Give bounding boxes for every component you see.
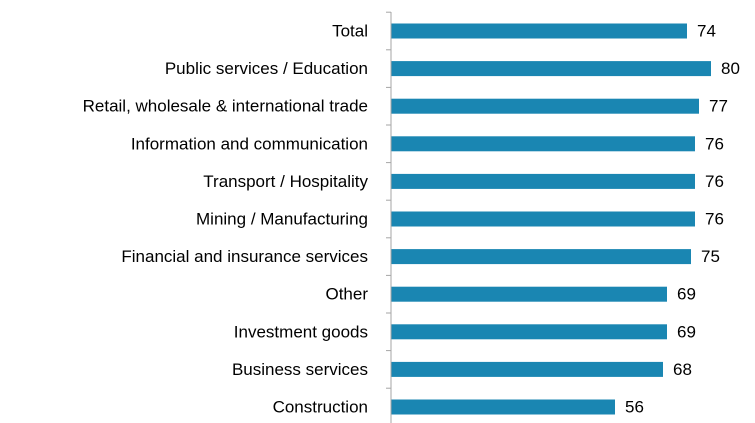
category-axis <box>386 11 392 423</box>
value-labels: 74 80 77 76 76 76 75 69 69 68 56 <box>625 22 740 417</box>
value-label-retail-wholesale-and-international-trade: 77 <box>709 97 728 116</box>
value-label-business-services: 68 <box>673 360 692 379</box>
bar-investment-goods <box>391 324 667 340</box>
bar-construction <box>391 399 615 415</box>
category-label-information-and-communication: Information and communication <box>131 134 368 153</box>
value-label-financial-and-insurance-services: 75 <box>701 247 720 266</box>
bar-transport-hospitality <box>391 173 695 189</box>
category-label-transport-hospitality: Transport / Hospitality <box>203 172 368 191</box>
category-labels: Total Public services / Education Retail, … <box>83 22 369 417</box>
bar-other <box>391 286 667 302</box>
category-label-total: Total <box>332 22 368 41</box>
category-label-business-services: Business services <box>232 360 368 379</box>
bars-group <box>391 23 711 415</box>
bar-information-and-communication <box>391 136 695 152</box>
category-label-investment-goods: Investment goods <box>234 322 368 341</box>
value-label-other: 69 <box>677 285 696 304</box>
bar-total <box>391 23 687 39</box>
category-label-other: Other <box>325 285 368 304</box>
bar-public-services-education <box>391 61 711 77</box>
category-label-public-services-education: Public services / Education <box>165 59 368 78</box>
value-label-public-services-education: 80 <box>721 59 740 78</box>
bar-mining-manufacturing <box>391 211 695 227</box>
value-label-transport-hospitality: 76 <box>705 172 724 191</box>
category-label-financial-and-insurance-services: Financial and insurance services <box>121 247 368 266</box>
value-label-mining-manufacturing: 76 <box>705 210 724 229</box>
bar-financial-and-insurance-services <box>391 249 691 265</box>
category-label-construction: Construction <box>273 398 368 417</box>
bar-business-services <box>391 361 663 377</box>
value-label-investment-goods: 69 <box>677 322 696 341</box>
bar-retail-wholesale-and-international-trade <box>391 98 699 114</box>
value-label-information-and-communication: 76 <box>705 134 724 153</box>
category-label-retail-wholesale-and-international-trade: Retail, wholesale & international trade <box>83 97 368 116</box>
value-label-total: 74 <box>697 22 716 41</box>
value-label-construction: 56 <box>625 398 644 417</box>
category-label-mining-manufacturing: Mining / Manufacturing <box>196 210 368 229</box>
